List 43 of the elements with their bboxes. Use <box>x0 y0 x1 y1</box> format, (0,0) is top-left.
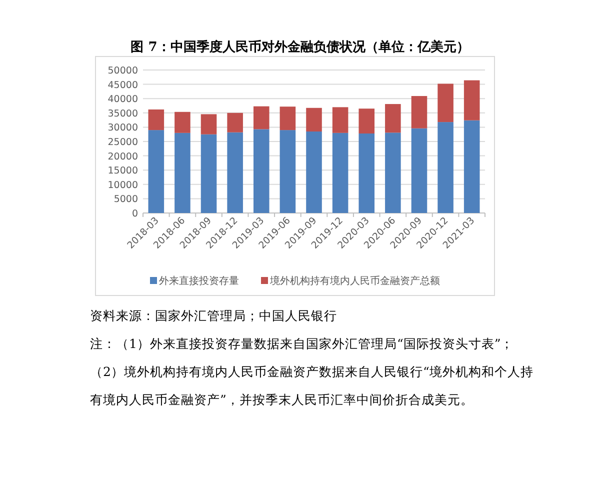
bar <box>385 104 401 133</box>
bar <box>227 132 243 213</box>
bar <box>148 130 164 213</box>
text: 注：（1）外来直接投资存量数据来自国家外汇管理局“国际投资头寸表”； <box>90 335 515 353</box>
bar <box>148 109 164 130</box>
bar <box>174 132 190 213</box>
bar <box>464 120 480 213</box>
bar <box>280 130 296 213</box>
bar <box>253 106 270 130</box>
y-tick-label: 50000 <box>108 66 138 76</box>
bar <box>358 133 375 213</box>
bar <box>411 96 428 128</box>
bar <box>200 114 217 134</box>
bar <box>385 132 401 213</box>
bar <box>332 132 348 213</box>
bar <box>253 129 270 213</box>
y-tick-label: 10000 <box>108 180 138 191</box>
bar <box>358 108 375 134</box>
bar <box>464 80 480 120</box>
y-tick-label: 0 <box>132 208 138 220</box>
bar <box>280 106 296 130</box>
bar <box>174 112 190 133</box>
y-tick-label: 25000 <box>108 137 138 148</box>
bar <box>227 112 243 132</box>
bar <box>438 84 454 122</box>
bar <box>411 128 428 213</box>
bar <box>306 131 322 213</box>
y-tick-label: 20000 <box>108 151 138 162</box>
bar <box>438 122 454 213</box>
text: （2）境外机构持有境内人民币金融资产数据来自人民银行“境外机构和个人持有境内人民币金融资产”，并按季末人民币汇率中间价折合成美元。 <box>90 363 534 409</box>
y-tick-label: 30000 <box>108 122 138 134</box>
y-tick-label: 45000 <box>108 80 138 91</box>
chart-title: 图 7：中国季度人民币对外金融负债状况（单位：亿美元） <box>130 38 470 56</box>
legend-label: 外来直接投资存量 <box>159 275 239 287</box>
y-tick-label: 35000 <box>108 108 138 120</box>
y-tick-label: 40000 <box>108 94 138 106</box>
bar <box>306 108 322 132</box>
bar <box>200 134 217 213</box>
y-tick-label: 15000 <box>108 166 138 177</box>
text: 资料来源：国家外汇管理局；中国人民银行 <box>90 307 338 325</box>
y-tick-label: 5000 <box>114 194 138 206</box>
legend-label: 境外机构持有境内人民币金融资产总额 <box>269 275 440 287</box>
bar <box>332 107 348 133</box>
